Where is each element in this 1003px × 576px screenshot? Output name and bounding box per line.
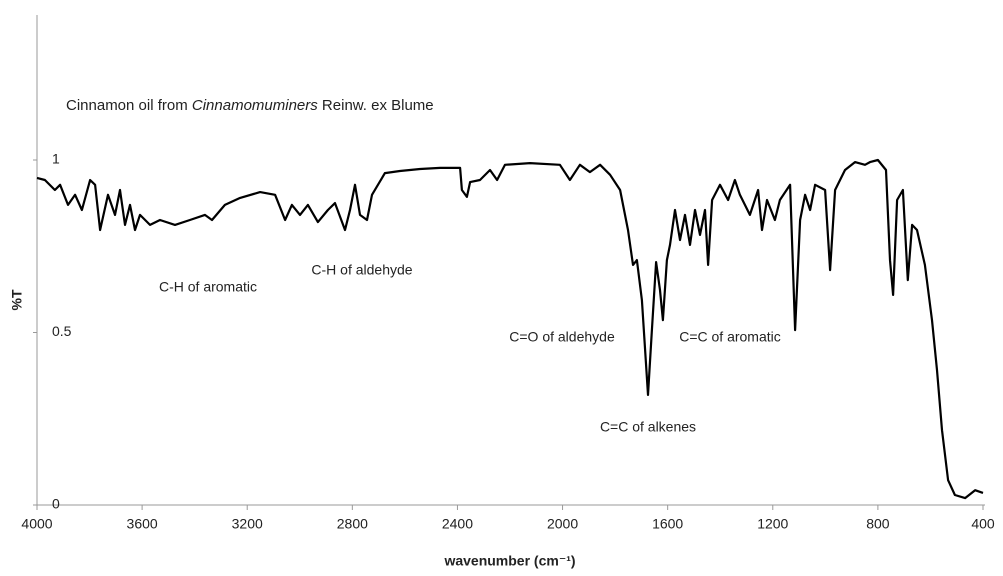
x-tick-label: 2400 — [442, 516, 473, 532]
x-tick-label: 1200 — [757, 516, 788, 532]
y-tick-label: 1 — [52, 151, 60, 167]
x-tick-label: 2800 — [337, 516, 368, 532]
annotation: C=C of aromatic — [679, 329, 781, 345]
y-tick-label: 0 — [52, 496, 60, 512]
x-tick-label: 800 — [866, 516, 890, 532]
annotation: C-H of aromatic — [159, 279, 257, 295]
y-axis-label: %T — [9, 289, 25, 310]
title-species: Cinnamomuminers — [192, 97, 318, 114]
annotation: C=C of alkenes — [600, 419, 696, 435]
y-tick-label: 0.5 — [52, 323, 72, 339]
title-part: Reinw. ex Blume — [318, 97, 434, 114]
annotation: C-H of aldehyde — [311, 262, 412, 278]
annotation: C=O of aldehyde — [509, 329, 615, 345]
x-tick-label: 4000 — [21, 516, 52, 532]
x-tick-label: 2000 — [547, 516, 578, 532]
x-tick-label: 1600 — [652, 516, 683, 532]
title-part: Cinnamon oil from — [66, 97, 192, 114]
x-tick-label: 3600 — [127, 516, 158, 532]
x-tick-label: 400 — [971, 516, 995, 532]
spectrum-line — [36, 158, 984, 500]
x-tick-label: 3200 — [232, 516, 263, 532]
chart-title: Cinnamon oil from Cinnamomuminers Reinw.… — [66, 97, 434, 114]
x-axis-label: wavenumber (cm⁻¹) — [443, 553, 575, 569]
